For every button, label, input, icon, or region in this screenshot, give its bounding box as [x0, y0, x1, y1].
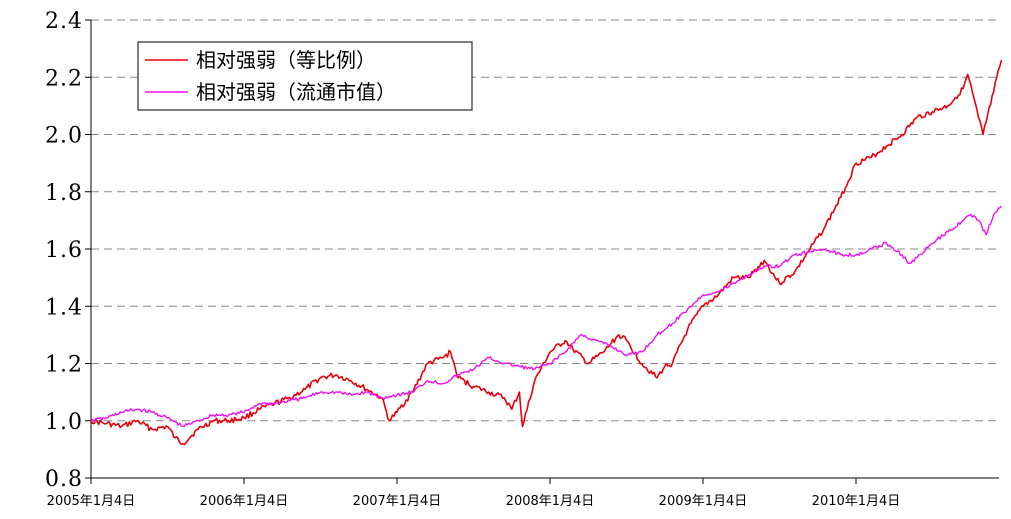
legend-label-series-1: 相对强弱（流通市值） [196, 80, 396, 104]
legend-box [137, 41, 473, 111]
y-tick-label: 1.0 [45, 410, 83, 435]
series-line-1 [90, 205, 1002, 428]
y-tick-label: 0.8 [45, 467, 83, 492]
x-tick-label: 2009年1月4日 [659, 494, 748, 509]
series-lines [90, 59, 1003, 446]
x-tick-labels: 2005年1月4日 2006年1月4日 2007年1月4日 2008年1月4日 2009… [47, 494, 901, 509]
y-tick-label: 2.2 [45, 66, 83, 91]
y-tick-label: 1.8 [45, 181, 83, 206]
y-tick-labels: 0.8 1.0 1.2 1.4 1.6 1.8 2.0 2.2 2.4 [45, 9, 83, 492]
x-tick-label: 2008年1月4日 [506, 494, 595, 509]
x-tick-label: 2010年1月4日 [812, 494, 901, 509]
y-tick-label: 1.6 [45, 238, 83, 263]
gridlines [91, 19, 999, 422]
legend-label-series-0: 相对强弱（等比例） [196, 48, 376, 72]
y-tick-label: 2.4 [45, 9, 83, 34]
x-tick-label: 2006年1月4日 [200, 494, 289, 509]
y-tick-label: 1.4 [45, 295, 83, 320]
series-line-0 [90, 59, 1003, 446]
axes [85, 19, 999, 484]
x-tick-label: 2005年1月4日 [47, 494, 136, 509]
y-tick-label: 1.2 [45, 353, 83, 378]
x-tick-label: 2007年1月4日 [353, 494, 442, 509]
legend: 相对强弱（等比例） 相对强弱（流通市值） [137, 41, 473, 111]
y-tick-label: 2.0 [45, 124, 83, 149]
